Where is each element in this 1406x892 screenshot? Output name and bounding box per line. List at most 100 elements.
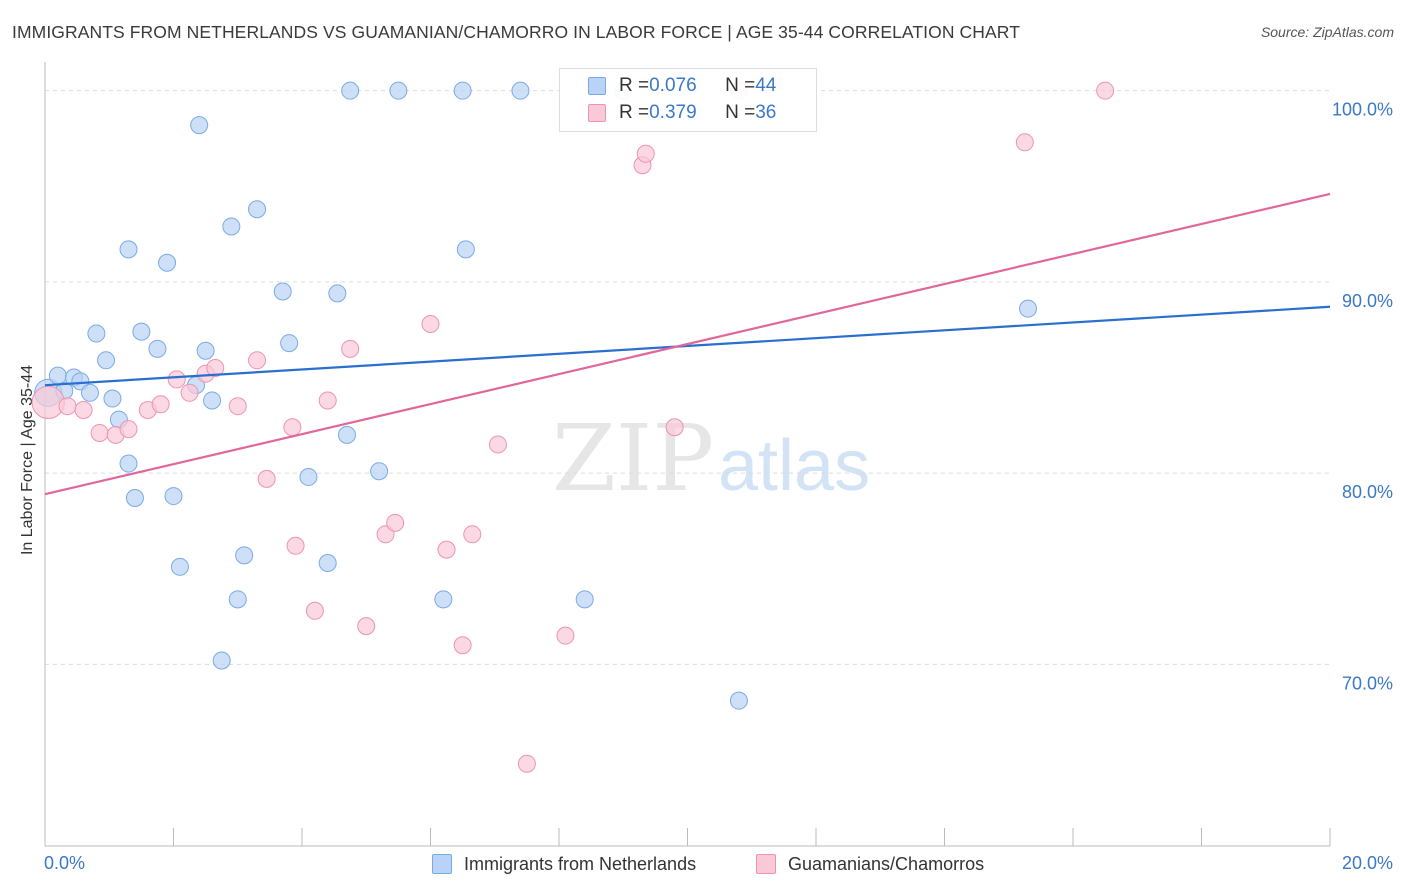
data-point xyxy=(341,339,360,358)
data-point xyxy=(125,488,144,507)
data-point xyxy=(318,391,337,410)
data-point xyxy=(203,391,222,410)
data-point xyxy=(164,487,183,506)
stats-box: R = 0.076 N = 44 R = 0.379 N = 36 xyxy=(559,68,817,132)
data-point xyxy=(119,240,138,259)
data-point xyxy=(71,372,90,391)
stats-r-label: R = xyxy=(619,102,650,123)
data-point xyxy=(386,513,405,532)
stats-swatch-pink xyxy=(588,104,606,122)
data-point xyxy=(80,383,99,402)
y-tick-label: 80.0% xyxy=(1342,482,1393,502)
data-point xyxy=(357,617,376,636)
legend-label: Immigrants from Netherlands xyxy=(464,853,697,874)
data-point xyxy=(437,540,456,559)
data-point xyxy=(170,557,189,576)
legend-label: Guamanians/Chamorros xyxy=(788,853,985,874)
data-point xyxy=(235,546,254,565)
data-point xyxy=(87,324,106,343)
data-point xyxy=(119,454,138,473)
legend-item-netherlands: Immigrants from Netherlands xyxy=(432,851,696,877)
data-point xyxy=(318,553,337,572)
data-point xyxy=(463,525,482,544)
data-point xyxy=(212,651,231,670)
data-point xyxy=(453,636,472,655)
data-point xyxy=(1019,299,1038,318)
trend-line-netherlands xyxy=(44,305,1331,387)
data-point xyxy=(299,467,318,486)
data-point xyxy=(90,423,109,442)
watermark: ZIP atlas xyxy=(552,405,870,512)
data-point xyxy=(74,401,93,420)
data-point xyxy=(376,525,395,544)
data-point xyxy=(280,334,299,353)
x-tick-label: 0.0% xyxy=(44,853,85,873)
y-tick-label: 100.0% xyxy=(1332,100,1393,120)
data-point xyxy=(1096,81,1115,100)
data-point xyxy=(370,462,389,481)
data-point xyxy=(257,469,276,488)
stats-n-label: N = xyxy=(725,102,756,123)
chart-title: IMMIGRANTS FROM NETHERLANDS VS GUAMANIAN… xyxy=(12,22,1021,42)
gridlines xyxy=(45,90,1330,665)
y-tick-label: 90.0% xyxy=(1342,291,1393,311)
data-point xyxy=(228,590,247,609)
legend-swatch-blue xyxy=(432,854,452,874)
stats-n-value: 44 xyxy=(755,75,777,96)
stats-r-value: 0.379 xyxy=(649,102,697,123)
stats-swatch-blue xyxy=(588,77,606,95)
data-point xyxy=(511,81,530,100)
data-point xyxy=(517,754,536,773)
data-point xyxy=(389,81,408,100)
data-point xyxy=(456,240,475,259)
stats-r-value: 0.076 xyxy=(649,75,697,96)
axes xyxy=(44,62,1331,847)
data-point xyxy=(190,116,209,135)
stats-row-netherlands: R = 0.076 N = 44 xyxy=(560,73,776,99)
data-point xyxy=(575,590,594,609)
data-point xyxy=(729,691,748,710)
data-point xyxy=(58,397,77,416)
data-point xyxy=(556,626,575,645)
data-point xyxy=(341,81,360,100)
data-point xyxy=(453,81,472,100)
legend-swatch-pink xyxy=(756,854,776,874)
data-point xyxy=(636,144,655,163)
data-point xyxy=(167,370,186,389)
data-point xyxy=(337,425,356,444)
stats-r-label: R = xyxy=(619,75,650,96)
data-point xyxy=(488,435,507,454)
data-point xyxy=(665,418,684,437)
data-point xyxy=(180,383,199,402)
legend-item-guamanian: Guamanians/Chamorros xyxy=(756,851,984,877)
tick-labels: 70.0% 80.0% 90.0% 100.0% 0.0% 20.0% xyxy=(44,100,1393,873)
watermark-zip: ZIP xyxy=(552,405,714,512)
watermark-atlas: atlas xyxy=(718,426,870,506)
data-point xyxy=(283,418,302,437)
data-point xyxy=(151,395,170,414)
trend-lines xyxy=(44,192,1331,496)
data-point xyxy=(103,389,122,408)
data-point xyxy=(119,420,138,439)
data-point xyxy=(305,601,324,620)
data-point xyxy=(222,217,241,236)
data-point xyxy=(228,397,247,416)
data-point xyxy=(248,351,267,370)
data-point xyxy=(421,314,440,333)
data-point xyxy=(196,341,215,360)
data-point xyxy=(1015,133,1034,152)
stats-row-guamanian: R = 0.379 N = 36 xyxy=(560,100,776,126)
data-point xyxy=(286,536,305,555)
data-point xyxy=(132,322,151,341)
data-point xyxy=(328,284,347,303)
data-point xyxy=(206,358,225,377)
source-label: Source: ZipAtlas.com xyxy=(1260,24,1394,40)
data-point xyxy=(148,339,167,358)
data-point xyxy=(48,366,67,385)
trend-line-guamanian xyxy=(44,192,1331,496)
stats-n-value: 36 xyxy=(755,102,777,123)
data-point xyxy=(97,351,116,370)
stats-n-label: N = xyxy=(725,75,756,96)
data-point xyxy=(434,590,453,609)
